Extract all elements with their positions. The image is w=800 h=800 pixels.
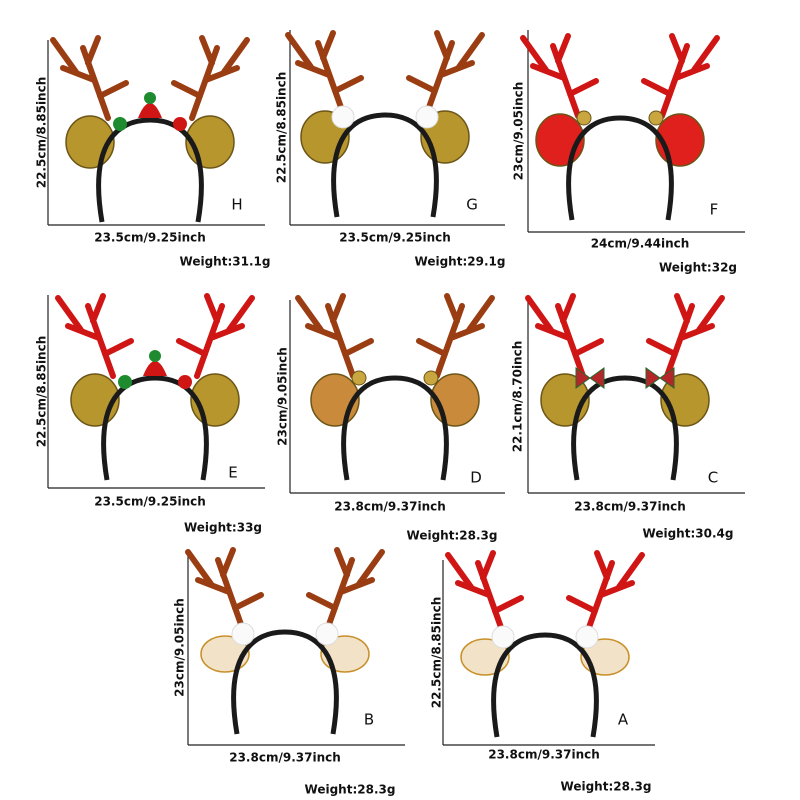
headband [285,30,485,218]
pompom [231,622,255,646]
weight-label: Weight:33g [184,521,262,535]
width-label: 24cm/9.44inch [591,237,690,251]
width-label: 23.5cm/9.25inch [94,495,206,509]
antler [566,550,645,636]
width-label: 23.8cm/9.37inch [574,500,686,514]
band [566,115,674,221]
model-letter: B [364,711,374,729]
height-label: 22.5cm/8.85inch [35,77,49,189]
height-label: 22.5cm/8.85inch [275,72,289,184]
antler [176,293,255,379]
antler [646,293,725,379]
height-label: 22.5cm/8.85inch [35,336,49,448]
headband [445,550,645,738]
headband [295,293,495,481]
weight-label: Weight:31.1g [180,255,271,269]
band [341,375,449,481]
width-label: 23.8cm/9.37inch [488,748,600,762]
pompom [575,625,599,649]
band [331,112,439,218]
bow [645,367,675,389]
mini-hat [138,103,162,118]
height-label: 23cm/9.05inch [512,82,526,181]
width-label: 23.8cm/9.37inch [334,500,446,514]
antler [171,35,250,121]
weight-label: Weight:28.3g [305,783,396,797]
band [231,629,339,735]
bell [648,110,664,126]
headband [55,293,255,481]
pompom [415,105,439,129]
weight-label: Weight:32g [659,261,737,275]
antler [55,293,134,379]
pompom [178,375,192,389]
hat-pompom [144,92,156,104]
pompom [331,105,355,129]
bell [423,370,439,386]
width-label: 23.5cm/9.25inch [94,231,206,245]
weight-label: Weight:28.3g [561,780,652,794]
antler [295,293,374,379]
antler [520,33,599,119]
headband [525,293,725,481]
band [571,375,679,481]
bell [351,370,367,386]
height-label: 22.1cm/8.70inch [511,341,525,453]
antler [406,30,485,116]
hat-pompom [149,350,161,362]
antler [285,30,364,116]
pompom [491,625,515,649]
antler [445,550,524,636]
width-label: 23.5cm/9.25inch [339,231,451,245]
model-letter: H [231,196,242,214]
model-letter: A [618,711,629,729]
antler [641,33,720,119]
band [491,632,599,738]
weight-label: Weight:30.4g [643,527,734,541]
model-letter: E [228,464,237,482]
antler [525,293,604,379]
pompom [118,375,132,389]
model-letter: D [470,469,482,487]
band [96,117,204,223]
mini-hat [143,361,167,376]
pompom [315,622,339,646]
antler [185,547,264,633]
height-label: 22.5cm/8.85inch [430,597,444,709]
antler [50,35,129,121]
model-letter: F [710,201,719,219]
band [101,375,209,481]
model-letter: C [708,469,718,487]
bow [575,367,605,389]
height-label: 23cm/9.05inch [173,598,187,697]
antler [416,293,495,379]
width-label: 23.8cm/9.37inch [229,751,341,765]
pompom [173,117,187,131]
height-label: 23cm/9.05inch [276,347,290,446]
bell [576,110,592,126]
antler [306,547,385,633]
weight-label: Weight:28.3g [407,529,498,543]
weight-label: Weight:29.1g [415,255,506,269]
headband [50,35,250,223]
headband [185,547,385,735]
model-letter: G [466,196,478,214]
pompom [113,117,127,131]
headband [520,33,720,221]
